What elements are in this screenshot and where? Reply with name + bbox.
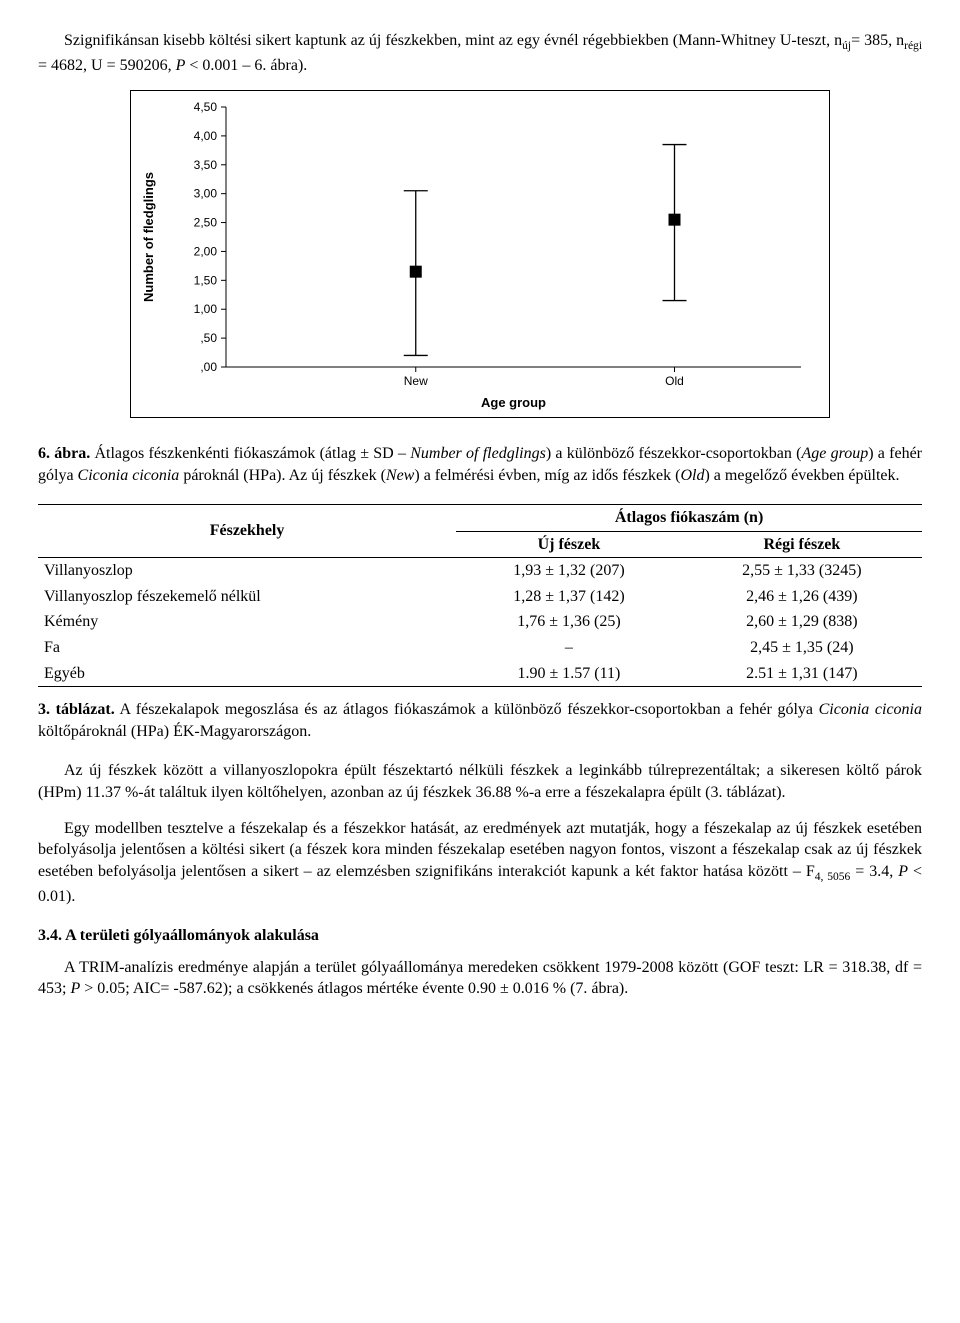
th-uj: Új fészek: [456, 531, 682, 558]
svg-text:,00: ,00: [200, 360, 217, 374]
fc-t1: Átlagos fészkenkénti fiókaszámok (átlag …: [90, 445, 410, 462]
svg-text:New: New: [404, 374, 428, 388]
figure-6: ,00 ,50 1,00 1,50 2,00 2,50 3,00 3,50 4,00 4,50 Nu…: [38, 90, 922, 425]
cell-old: 2.51 ± 1,31 (147): [682, 661, 922, 687]
cell-new: –: [456, 635, 682, 661]
paragraph-2: Az új fészkek között a villanyoszlopokra…: [38, 760, 922, 803]
svg-text:3,50: 3,50: [194, 158, 218, 172]
error-bar-chart: ,00 ,50 1,00 1,50 2,00 2,50 3,00 3,50 4,00 4,50 Nu…: [131, 97, 821, 417]
fc-it3: Ciconia ciconia: [78, 467, 180, 484]
svg-text:,50: ,50: [200, 331, 217, 345]
table-row: Egyéb1.90 ± 1.57 (11)2.51 ± 1,31 (147): [38, 661, 922, 687]
cell-old: 2,60 ± 1,29 (838): [682, 609, 922, 635]
cell-new: 1.90 ± 1.57 (11): [456, 661, 682, 687]
table-row: Villanyoszlop fészekemelő nélkül1,28 ± 1…: [38, 584, 922, 610]
p4-t2: > 0.05; AIC= -587.62); a csökkenés átlag…: [80, 980, 628, 997]
tc-t1: A fészekalapok megoszlása és az átlagos …: [115, 701, 819, 718]
table-row: Fa–2,45 ± 1,35 (24): [38, 635, 922, 661]
cell-label: Fa: [38, 635, 456, 661]
cell-label: Egyéb: [38, 661, 456, 687]
fc-it5: Old: [680, 467, 704, 484]
section-3-4-heading: 3.4. A területi gólyaállományok alakulás…: [38, 925, 922, 947]
fc-t2: ) a különböző fészekkor-csoportokban (: [546, 445, 802, 462]
th-group: Átlagos fiókaszám (n): [456, 505, 922, 532]
svg-text:3,00: 3,00: [194, 187, 218, 201]
intro-text-3: = 4682, U = 590206,: [38, 57, 176, 74]
tc-t2: költőpároknál (HPa) ÉK-Magyarországon.: [38, 723, 311, 740]
fc-it2: Age group: [801, 445, 868, 462]
intro-text-2: = 385, n: [851, 32, 904, 49]
cell-old: 2,45 ± 1,35 (24): [682, 635, 922, 661]
fc-it1: Number of fledglings: [410, 445, 546, 462]
svg-text:1,50: 1,50: [194, 274, 218, 288]
p3-t1: Egy modellben tesztelve a fészekalap és …: [38, 820, 922, 880]
svg-text:1,00: 1,00: [194, 303, 218, 317]
fc-t4: pároknál (HPa). Az új fészkek (: [179, 467, 386, 484]
paragraph-3: Egy modellben tesztelve a fészekalap és …: [38, 818, 922, 908]
p3-sub: 4, 5056: [815, 871, 851, 883]
figure-6-caption: 6. ábra. Átlagos fészkenkénti fiókaszámo…: [38, 443, 922, 486]
table-3-caption: 3. táblázat. A fészekalapok megoszlása é…: [38, 699, 922, 742]
figure-6-lead: 6. ábra.: [38, 445, 90, 462]
table-3: Fészekhely Átlagos fiókaszám (n) Új fész…: [38, 504, 922, 687]
intro-sub-1: új: [842, 40, 851, 52]
intro-paragraph: Szignifikánsan kisebb költési sikert kap…: [38, 30, 922, 76]
cell-label: Kémény: [38, 609, 456, 635]
cell-label: Villanyoszlop: [38, 558, 456, 584]
table-3-lead: 3. táblázat.: [38, 701, 115, 718]
svg-text:2,00: 2,00: [194, 245, 218, 259]
p3-t2: = 3.4,: [850, 863, 898, 880]
cell-old: 2,46 ± 1,26 (439): [682, 584, 922, 610]
svg-text:2,50: 2,50: [194, 216, 218, 230]
paragraph-4: A TRIM-analízis eredménye alapján a terü…: [38, 957, 922, 1000]
table-row: Kémény1,76 ± 1,36 (25)2,60 ± 1,29 (838): [38, 609, 922, 635]
p4-p: P: [70, 980, 80, 997]
svg-text:Old: Old: [665, 374, 684, 388]
fc-t5: ) a felmérési évben, míg az idős fészkek…: [414, 467, 680, 484]
p3-p: P: [898, 863, 908, 880]
fc-t6: ) a megelőző években épültek.: [704, 467, 899, 484]
th-regi: Régi fészek: [682, 531, 922, 558]
svg-text:4,50: 4,50: [194, 100, 218, 114]
svg-text:Age group: Age group: [481, 395, 546, 410]
figure-6-frame: ,00 ,50 1,00 1,50 2,00 2,50 3,00 3,50 4,00 4,50 Nu…: [130, 90, 830, 418]
intro-text-4: < 0.001 – 6. ábra).: [185, 57, 307, 74]
cell-new: 1,93 ± 1,32 (207): [456, 558, 682, 584]
cell-old: 2,55 ± 1,33 (3245): [682, 558, 922, 584]
cell-label: Villanyoszlop fészekemelő nélkül: [38, 584, 456, 610]
svg-text:4,00: 4,00: [194, 129, 218, 143]
th-feszekhely: Fészekhely: [38, 505, 456, 558]
cell-new: 1,76 ± 1,36 (25): [456, 609, 682, 635]
cell-new: 1,28 ± 1,37 (142): [456, 584, 682, 610]
svg-text:Number of fledglings: Number of fledglings: [141, 172, 156, 302]
intro-text-1: Szignifikánsan kisebb költési sikert kap…: [64, 32, 842, 49]
intro-sub-2: régi: [904, 40, 922, 52]
table-row: Villanyoszlop1,93 ± 1,32 (207)2,55 ± 1,3…: [38, 558, 922, 584]
fc-it4: New: [386, 467, 414, 484]
intro-p-italic: P: [176, 57, 186, 74]
tc-it1: Ciconia ciconia: [819, 701, 922, 718]
